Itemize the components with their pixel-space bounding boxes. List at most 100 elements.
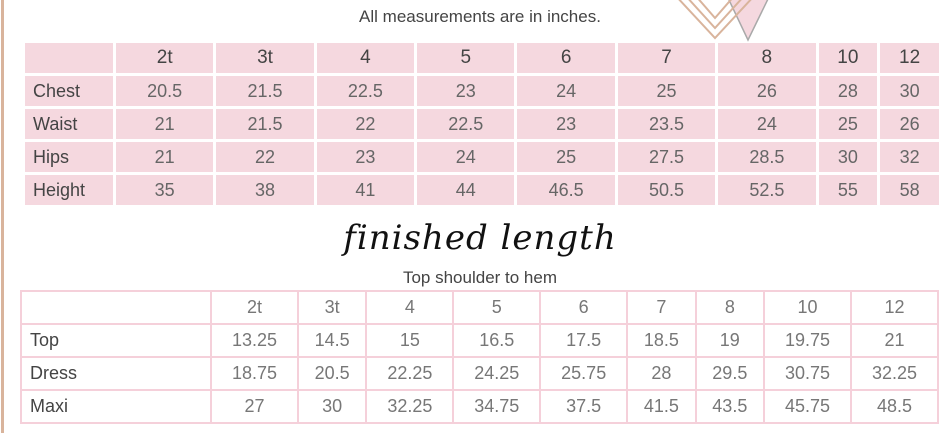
size-header: 4 xyxy=(316,43,415,73)
value-cell: 38 xyxy=(216,175,314,205)
body-measurements-table: 2t 3t 4 5 6 7 8 10 12 Chest 20.5 21.5 22.5 23 24 25 26 28… xyxy=(22,40,942,208)
value-cell: 29.5 xyxy=(694,356,766,391)
corner-cell xyxy=(25,43,113,73)
value-cell: 22.25 xyxy=(365,356,455,391)
value-cell: 28.5 xyxy=(718,142,816,172)
value-cell: 58 xyxy=(880,175,939,205)
value-cell: 30 xyxy=(818,142,878,172)
size-header: 10 xyxy=(818,43,878,73)
value-cell: 28 xyxy=(626,356,697,391)
value-cell: 18.5 xyxy=(626,323,697,358)
row-label: Dress xyxy=(20,356,212,391)
row-label: Height xyxy=(25,175,113,205)
value-cell: 50.5 xyxy=(617,175,716,205)
value-cell: 24 xyxy=(417,142,515,172)
value-cell: 44 xyxy=(417,175,515,205)
table-row: Top 13.25 14.5 15 16.5 17.5 18.5 19 19.75 21 xyxy=(20,323,940,358)
row-label: Waist xyxy=(25,109,113,139)
value-cell: 20.5 xyxy=(296,356,368,391)
value-cell: 27.5 xyxy=(617,142,716,172)
value-cell: 27 xyxy=(210,389,299,424)
value-cell: 15 xyxy=(365,323,455,358)
value-cell: 43.5 xyxy=(694,389,766,424)
value-cell: 28 xyxy=(818,76,878,106)
value-cell: 25.75 xyxy=(539,356,629,391)
size-header: 2t xyxy=(210,290,299,325)
value-cell: 18.75 xyxy=(210,356,299,391)
value-cell: 20.5 xyxy=(116,76,214,106)
size-header: 7 xyxy=(626,290,697,325)
value-cell: 26 xyxy=(718,76,816,106)
value-cell: 30 xyxy=(880,76,939,106)
value-cell: 17.5 xyxy=(539,323,629,358)
value-cell: 23 xyxy=(517,109,615,139)
value-cell: 48.5 xyxy=(849,389,940,424)
size-header: 6 xyxy=(517,43,615,73)
value-cell: 46.5 xyxy=(517,175,615,205)
value-cell: 25 xyxy=(517,142,615,172)
value-cell: 21.5 xyxy=(216,109,314,139)
size-header: 3t xyxy=(216,43,314,73)
value-cell: 25 xyxy=(617,76,716,106)
table-row: Maxi 27 30 32.25 34.75 37.5 41.5 43.5 45.75 48.5 xyxy=(20,389,940,424)
table-row: Height 35 38 41 44 46.5 50.5 52.5 55 58 xyxy=(25,175,939,205)
value-cell: 30 xyxy=(296,389,368,424)
table-row: Dress 18.75 20.5 22.25 24.25 25.75 28 29.5 30.75… xyxy=(20,356,940,391)
value-cell: 26 xyxy=(880,109,939,139)
value-cell: 45.75 xyxy=(763,389,852,424)
value-cell: 23 xyxy=(417,76,515,106)
value-cell: 21 xyxy=(116,142,214,172)
value-cell: 23 xyxy=(316,142,415,172)
header-row: 2t 3t 4 5 6 7 8 10 12 xyxy=(25,43,939,73)
size-header: 7 xyxy=(617,43,716,73)
value-cell: 19 xyxy=(694,323,766,358)
value-cell: 30.75 xyxy=(763,356,852,391)
header-row: 2t 3t 4 5 6 7 8 10 12 xyxy=(20,290,940,325)
row-label: Hips xyxy=(25,142,113,172)
value-cell: 21 xyxy=(849,323,940,358)
value-cell: 52.5 xyxy=(718,175,816,205)
value-cell: 35 xyxy=(116,175,214,205)
value-cell: 23.5 xyxy=(617,109,716,139)
value-cell: 32.25 xyxy=(365,389,455,424)
corner-cell xyxy=(20,290,212,325)
size-header: 4 xyxy=(365,290,455,325)
value-cell: 25 xyxy=(818,109,878,139)
value-cell: 16.5 xyxy=(452,323,542,358)
size-header: 3t xyxy=(296,290,368,325)
chevron-decoration-icon xyxy=(678,0,769,42)
value-cell: 19.75 xyxy=(763,323,852,358)
table-row: Chest 20.5 21.5 22.5 23 24 25 26 28 30 xyxy=(25,76,939,106)
size-header: 8 xyxy=(718,43,816,73)
value-cell: 21.5 xyxy=(216,76,314,106)
value-cell: 34.75 xyxy=(452,389,542,424)
value-cell: 14.5 xyxy=(296,323,368,358)
row-label: Top xyxy=(20,323,212,358)
value-cell: 13.25 xyxy=(210,323,299,358)
value-cell: 55 xyxy=(818,175,878,205)
finished-length-subtitle: Top shoulder to hem xyxy=(402,268,558,287)
size-header: 12 xyxy=(849,290,940,325)
finished-length-table: 2t 3t 4 5 6 7 8 10 12 Top 13.25 14.5 15 16.5 17.5 18.5 1… xyxy=(20,290,940,424)
row-label: Chest xyxy=(25,76,113,106)
value-cell: 22 xyxy=(316,109,415,139)
row-label: Maxi xyxy=(20,389,212,424)
size-header: 5 xyxy=(452,290,542,325)
value-cell: 22 xyxy=(216,142,314,172)
left-border xyxy=(1,0,4,433)
size-header: 2t xyxy=(116,43,214,73)
table-row: Waist 21 21.5 22 22.5 23 23.5 24 25 26 xyxy=(25,109,939,139)
finished-length-title: finished length xyxy=(343,218,617,258)
value-cell: 22.5 xyxy=(316,76,415,106)
size-header: 5 xyxy=(417,43,515,73)
size-header: 10 xyxy=(763,290,852,325)
measurement-note: All measurements are in inches. xyxy=(359,7,601,26)
value-cell: 24 xyxy=(718,109,816,139)
value-cell: 32 xyxy=(880,142,939,172)
table-row: Hips 21 22 23 24 25 27.5 28.5 30 32 xyxy=(25,142,939,172)
value-cell: 22.5 xyxy=(417,109,515,139)
value-cell: 37.5 xyxy=(539,389,629,424)
size-header: 6 xyxy=(539,290,629,325)
value-cell: 32.25 xyxy=(849,356,940,391)
size-header: 12 xyxy=(880,43,939,73)
